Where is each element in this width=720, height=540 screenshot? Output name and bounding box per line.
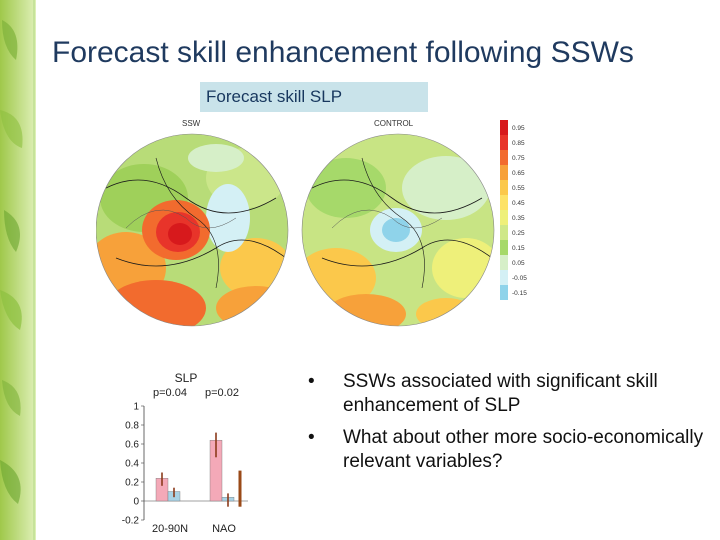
colorbar-tick-label: 0.15 xyxy=(512,245,525,252)
slide-title: Forecast skill enhancement following SSW… xyxy=(52,36,634,69)
colorbar-tick-label: 0.05 xyxy=(512,260,525,267)
colorbar-tick-label: 0.45 xyxy=(512,200,525,207)
colorbar-tick-label: 0.35 xyxy=(512,215,525,222)
ssw-map: SSW xyxy=(96,119,289,327)
slp-bar-chart: SLP p=0.04 p=0.02 1 0.8 0.6 0.4 0.2 0 -0.2 20-… xyxy=(108,364,268,540)
y-tick-label: 0.2 xyxy=(125,478,139,489)
colorbar-tick-label: 0.65 xyxy=(512,170,525,177)
colorbar-swatch xyxy=(500,165,508,180)
control-map: CONTROL xyxy=(301,119,495,327)
y-tick-label: 1 xyxy=(133,402,139,413)
colorbar-tick-label: 0.25 xyxy=(512,230,525,237)
bullet-icon: • xyxy=(308,427,315,448)
bullet-text: SSWs associated with significant skill e… xyxy=(343,371,658,416)
x-tick-nao: NAO xyxy=(212,523,236,535)
colorbar-tick-label: -0.05 xyxy=(512,275,527,282)
colorbar-swatch xyxy=(500,210,508,225)
colorbar-swatch xyxy=(500,285,508,300)
figure-label: Forecast skill SLP xyxy=(200,82,428,112)
chart-axes: 1 0.8 0.6 0.4 0.2 0 -0.2 xyxy=(122,402,248,527)
colorbar-tick-label: 0.95 xyxy=(512,125,525,132)
annotation-p-20-90n: p=0.04 xyxy=(153,387,187,399)
colorbar-swatch xyxy=(500,150,508,165)
colorbar-tick-label: 0.55 xyxy=(512,185,525,192)
bullet-list: • SSWs associated with significant skill … xyxy=(308,370,708,482)
colorbar-swatch xyxy=(500,225,508,240)
y-tick-label: 0.8 xyxy=(125,421,139,432)
chart-title: SLP xyxy=(175,371,198,385)
bullet-item: • SSWs associated with significant skill … xyxy=(308,370,708,418)
colorbar-swatch xyxy=(500,120,508,135)
colorbar-tick-label: 0.75 xyxy=(512,155,525,162)
chart-marks xyxy=(155,432,242,507)
bullet-item: • What about other more socio-economicall… xyxy=(308,426,708,474)
colorbar: 0.95 0.85 0.75 0.65 0.55 0.45 0.35 0.25 0.15 0.05… xyxy=(500,120,527,300)
annotation-p-nao: p=0.02 xyxy=(205,387,239,399)
colorbar-swatch xyxy=(500,255,508,270)
colorbar-tick-label: 0.85 xyxy=(512,140,525,147)
y-tick-label: 0 xyxy=(133,497,139,508)
colorbar-swatch xyxy=(500,240,508,255)
bullet-icon: • xyxy=(308,371,315,392)
y-tick-label: 0.6 xyxy=(125,440,139,451)
colorbar-swatch xyxy=(500,195,508,210)
x-tick-20-90n: 20-90N xyxy=(152,523,188,535)
y-tick-label: 0.4 xyxy=(125,459,139,470)
colorbar-swatch xyxy=(500,270,508,285)
leaf-decoration xyxy=(0,0,36,540)
y-tick-label: -0.2 xyxy=(122,516,140,527)
control-map-label: CONTROL xyxy=(374,119,414,128)
skill-maps-figure: SSW CONTROL xyxy=(96,119,527,327)
colorbar-swatch xyxy=(500,180,508,195)
ssw-map-label: SSW xyxy=(182,119,201,128)
bullet-text: What about other more socio-economically… xyxy=(343,427,704,472)
colorbar-swatch xyxy=(500,135,508,150)
colorbar-tick-label: -0.15 xyxy=(512,290,527,297)
